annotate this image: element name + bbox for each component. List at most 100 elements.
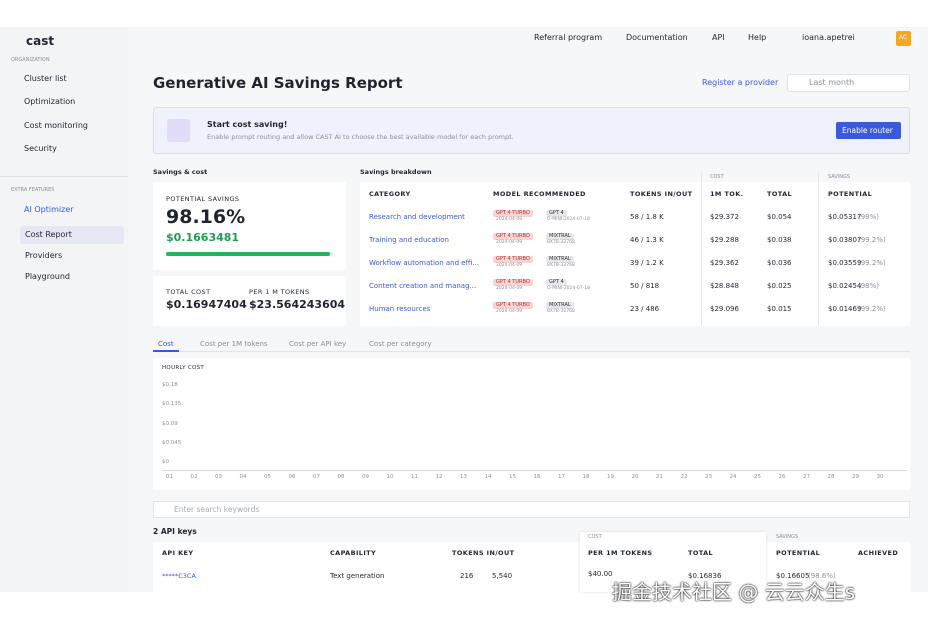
chart-label: HOURLY COST [162,365,205,371]
col-separator [701,172,702,326]
model-badge: MIXTRAL [546,302,574,309]
column-header: TOTAL [767,190,793,198]
column-header: CAPABILITY [330,549,377,557]
nav-item[interactable]: AI Optimizer [24,205,74,214]
x-tick-label: 01 [166,474,173,480]
model-badge: GPT 4 TURBO [493,233,533,240]
potential: $0.16605 [776,572,810,580]
page-title: Generative AI Savings Report [153,74,403,92]
tab[interactable]: Cost per API key [289,340,347,348]
model-date: O-MINI-2024-07-18 [547,217,590,222]
nav-item[interactable]: Cost monitoring [24,120,88,130]
tab[interactable]: Cost [158,340,174,348]
top-link[interactable]: Referral program [534,33,603,42]
section-label: ORGANIZATION [11,57,50,63]
nav-item[interactable]: Cluster list [24,74,67,83]
x-tick-label: 25 [754,474,761,480]
api-table [153,542,910,592]
banner [153,107,910,154]
top-link[interactable]: API [712,33,725,42]
potential: $0.01469 [828,305,862,313]
potential: $0.02454 [828,282,862,290]
watermark: 掘金技术社区 @ 云云众生s [612,580,856,604]
tokens: 46 / 1.3 K [630,236,664,244]
total: $0.16836 [688,572,722,580]
x-tick-label: 19 [607,474,614,480]
category-link[interactable]: Research and development [369,213,465,221]
column-header: API KEY [162,549,194,557]
x-tick-label: 07 [313,474,320,480]
column-header: POTENTIAL [776,549,821,557]
x-tick-label: 17 [558,474,565,480]
total: $0.054 [767,213,792,221]
total: $0.025 [767,282,792,290]
cost-per-m: $28.848 [710,282,739,290]
tokens: 39 / 1.2 K [630,259,664,267]
x-tick-label: 08 [337,474,345,480]
avatar [896,31,911,46]
y-tick-label: $0.045 [162,439,182,446]
category-link[interactable]: Workflow automation and effi... [369,259,480,267]
tab[interactable]: Cost per 1M tokens [200,340,268,348]
logo: cast [26,34,55,48]
active-item [20,226,124,244]
nav-item[interactable]: Security [24,144,57,154]
potential-amount: $0.1663481 [166,231,240,244]
sidebar [0,27,128,592]
column-header: PER 1M TOKENS [588,549,653,557]
y-tick-label: $0.135 [162,401,182,408]
sub-nav-item[interactable]: Playground [25,272,70,281]
tokens: 58 / 1.8 K [630,213,664,221]
total: $0.038 [767,236,792,244]
potential-pct: (98%) [858,213,880,221]
x-tick-label: 30 [876,474,884,480]
enable-button[interactable] [836,122,901,139]
button-label[interactable]: Enable router [842,126,893,135]
tokens: 23 / 486 [630,305,660,313]
banner-text: Enable prompt routing and allow CAST AI … [207,133,514,141]
card-label: PER 1 M TOKENS [249,288,310,296]
sub-nav-item[interactable]: Cost Report [25,230,72,239]
category-link[interactable]: Training and education [369,236,449,244]
period[interactable]: Last month [809,78,855,87]
category-link[interactable]: Content creation and manag... [369,282,477,290]
column-header: CATEGORY [369,190,411,198]
banner-title: Start cost saving! [207,120,288,129]
nav-item[interactable]: Optimization [24,97,76,107]
api-key[interactable]: *****C3CA [162,572,196,580]
search-placeholder[interactable]: Enter search keywords [174,505,260,514]
top-link[interactable]: Documentation [626,33,688,42]
model-badge: MIXTRAL [546,233,574,240]
model-date: 8X7B-32768 [547,263,575,268]
x-tick-label: 29 [852,474,859,480]
x-tick-label: 27 [803,474,810,480]
potential-pct: (99.2%) [858,259,886,267]
divider [0,176,128,177]
per-tokens: $40.00 [588,570,613,578]
x-tick-label: 22 [680,474,688,480]
potential-pct: (99.2%) [858,305,886,313]
tabs-line [153,351,910,352]
x-tick-label: 10 [386,474,394,480]
x-tick-label: 21 [656,474,663,480]
user-name[interactable]: ioana.apetrei [802,33,855,42]
x-tick-label: 09 [362,474,369,480]
total-cost: $0.16947404 [166,298,247,311]
potential: $0.03559 [828,259,862,267]
register-link[interactable]: Register a provider [702,78,779,87]
sub-nav-item[interactable]: Providers [25,251,63,260]
model-date: O-MINI-2024-07-18 [547,286,590,291]
top-link[interactable]: Help [748,33,767,42]
model-badge: GPT 4 [546,210,567,217]
tab[interactable]: Cost per category [369,340,432,348]
per-cost: $23.564243604 [249,298,346,311]
search-box[interactable] [153,501,910,518]
column-header: ACHIEVED [858,549,899,557]
group-label: SAVINGS [828,174,851,180]
x-tick-label: 12 [435,474,443,480]
model-badge: GPT 4 TURBO [493,256,533,263]
period-select[interactable] [787,74,910,92]
cost-card [153,276,346,326]
banner-icon [167,119,190,142]
category-link[interactable]: Human resources [369,305,431,313]
